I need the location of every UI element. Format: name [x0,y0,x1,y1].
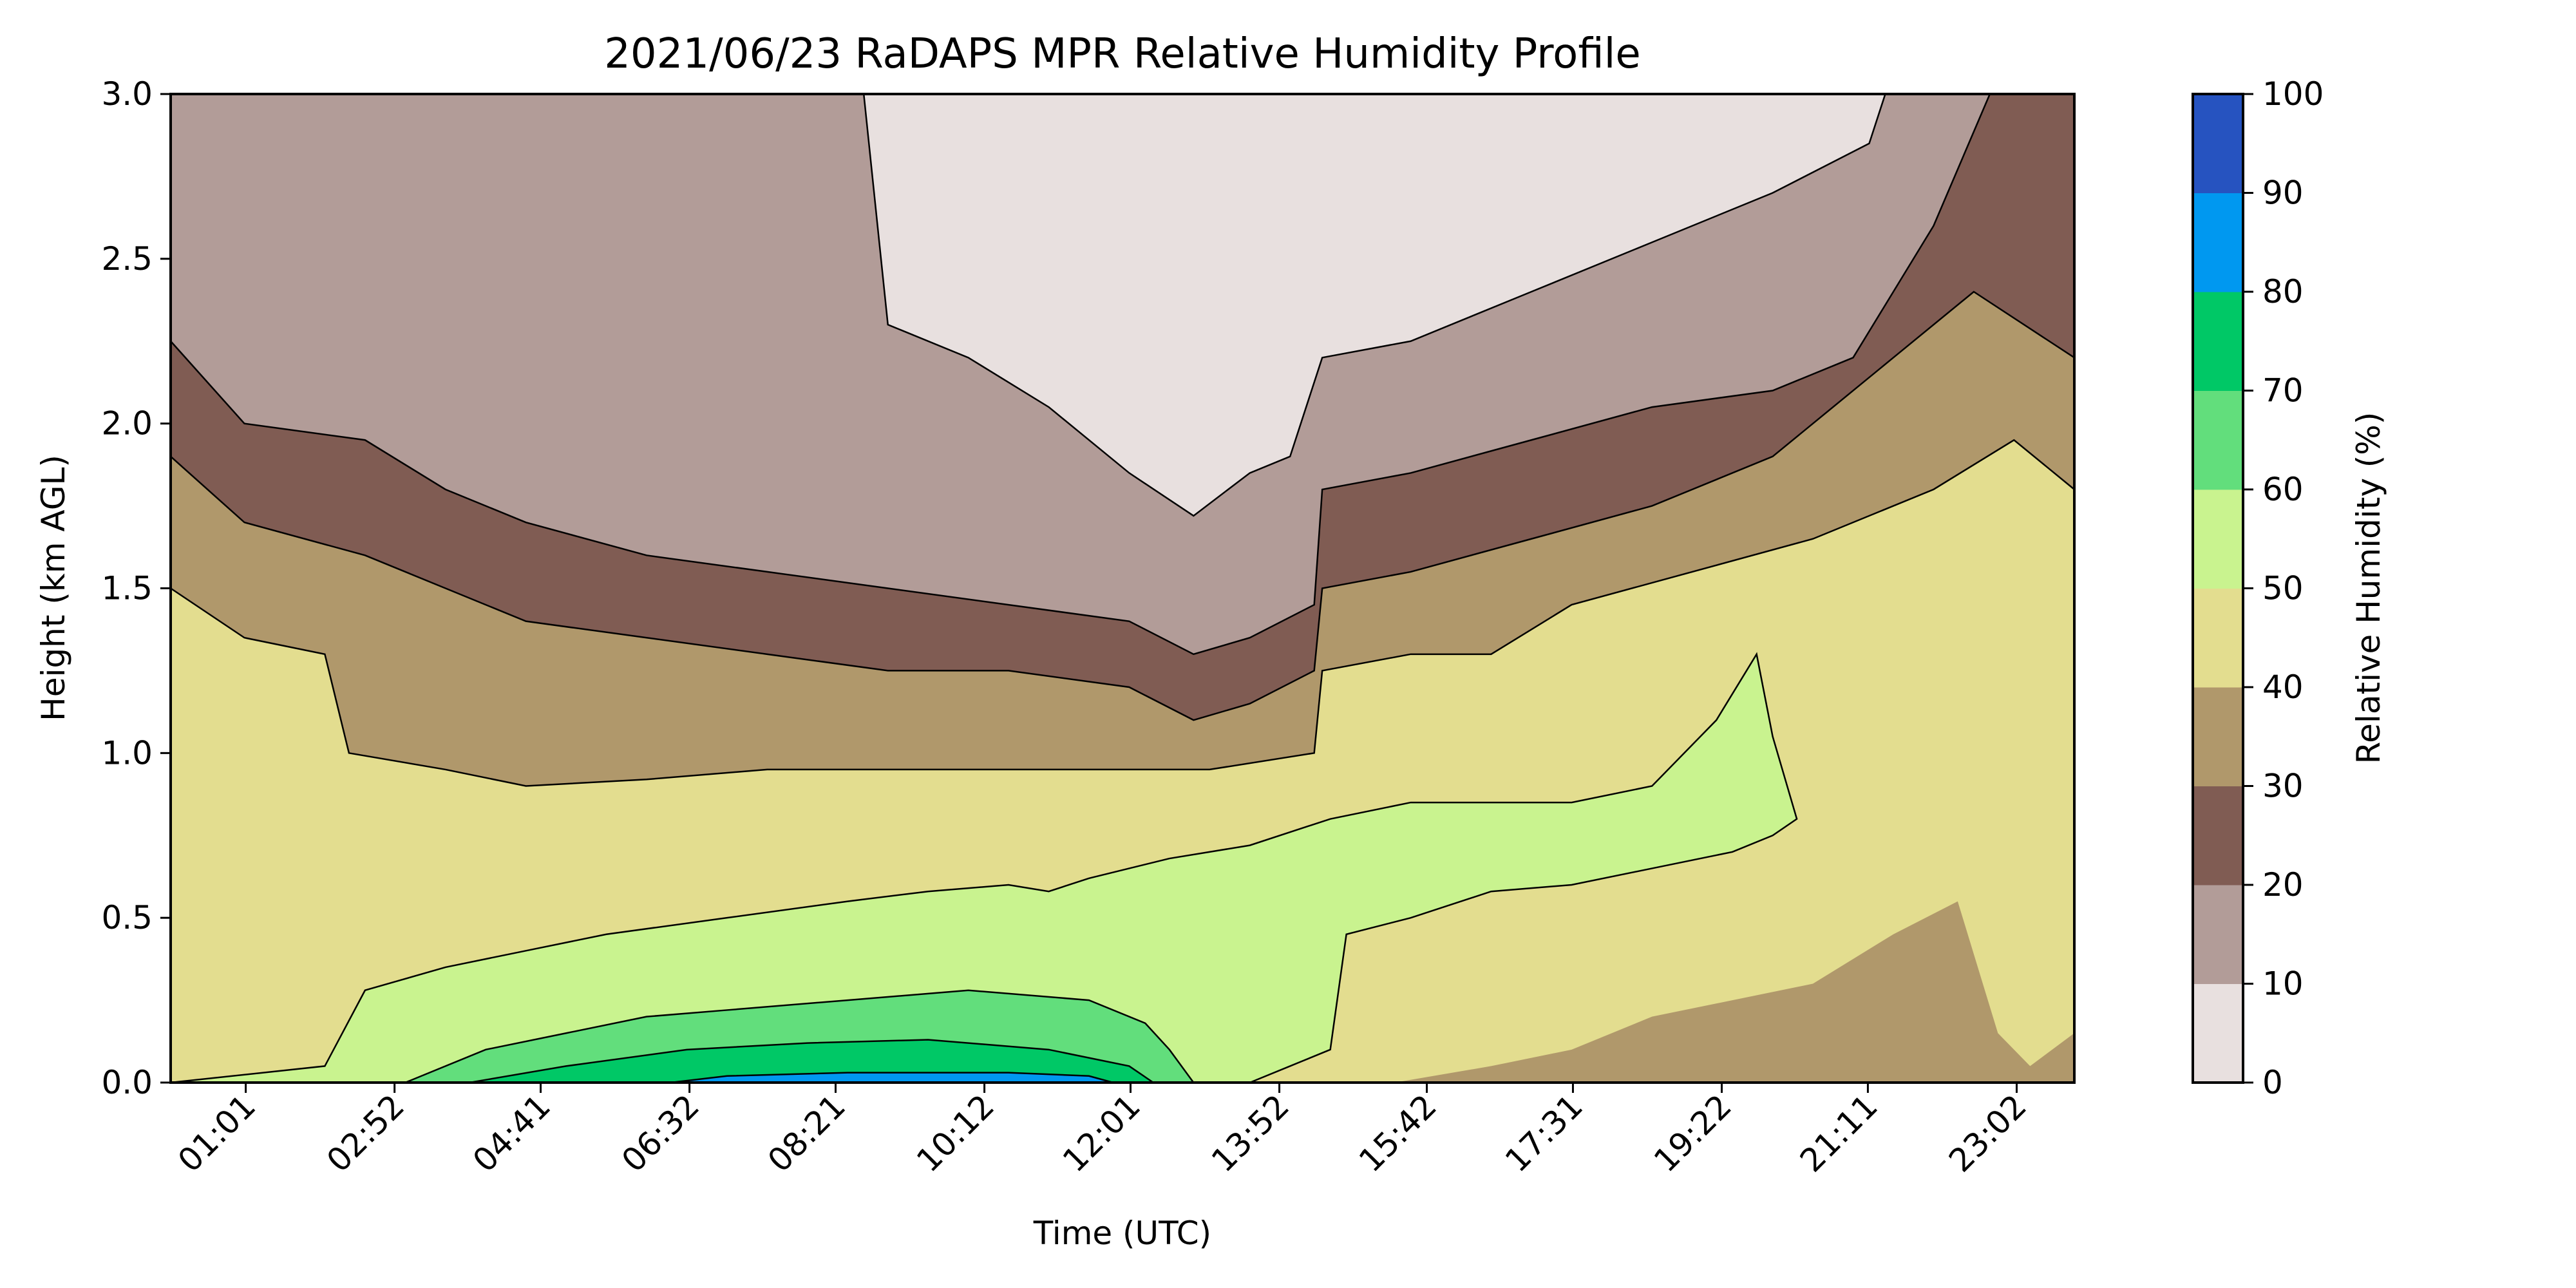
y-tick-label: 2.5 [101,240,153,278]
colorbar-label: Relative Humidity (%) [2350,412,2387,764]
x-tick-label: 19:22 [1647,1087,1739,1179]
x-tick-label: 01:01 [171,1087,263,1179]
colorbar: 0 10 20 30 40 50 60 70 80 90 100 Relative Humidity… [2192,75,2387,1101]
x-tick-label: 08:21 [761,1087,853,1179]
x-tick-label: 06:32 [614,1087,706,1179]
y-tick-label: 2.0 [101,405,153,442]
colorbar-tick-label: 30 [2262,768,2304,805]
colorbar-tick-label: 0 [2262,1064,2283,1101]
x-tick-label: 13:52 [1204,1087,1296,1179]
contour-line-60 [404,989,1195,1084]
x-axis-label: Time (UTC) [1033,1215,1211,1252]
colorbar-band [2193,983,2243,1083]
contour-line-30 [170,290,2075,721]
x-tick-label: 12:01 [1056,1087,1148,1179]
colorbar-tick-label: 40 [2262,668,2304,706]
colorbar-tick-label: 80 [2262,273,2304,310]
colorbar-tick-label: 60 [2262,471,2304,508]
x-tick-label: 02:52 [319,1087,412,1179]
contour-line-70 [469,1039,1154,1084]
band-30-40-surface [1394,901,2074,1083]
colorbar-band [2193,193,2243,292]
colorbar-bands [2193,94,2243,1083]
y-axis: 0.0 0.5 1.0 1.5 2.0 2.5 3.0 [101,75,171,1101]
y-tick-label: 1.0 [101,734,153,772]
contour-line-40 [170,439,2075,787]
x-axis: 01:01 02:52 04:41 06:32 08:21 10:12 12:01 13:52… [171,1083,2034,1179]
colorbar-tick-label: 90 [2262,175,2304,212]
plot-area [169,93,2076,1084]
colorbar-band [2193,489,2243,589]
colorbar-band [2193,292,2243,391]
y-tick-label: 0.5 [101,899,153,936]
colorbar-tick-label: 70 [2262,372,2304,410]
colorbar-band [2193,390,2243,490]
colorbar-tick-label: 10 [2262,965,2304,1003]
y-axis-label: Height (km AGL) [35,455,72,721]
x-tick-label: 04:41 [466,1087,558,1179]
colorbar-tick-label: 50 [2262,570,2304,607]
y-tick-label: 0.0 [101,1064,153,1101]
x-tick-label: 23:02 [1942,1087,2034,1179]
colorbar-band [2193,588,2243,688]
x-tick-label: 21:11 [1793,1087,1885,1179]
y-tick-label: 1.5 [101,570,153,607]
x-tick-label: 10:12 [909,1087,1001,1179]
contour-line-50 [170,652,1798,1084]
chart-title: 2021/06/23 RaDAPS MPR Relative Humidity … [604,30,1641,78]
colorbar-tick-label: 100 [2262,75,2324,113]
colorbar-band [2193,786,2243,886]
x-tick-label: 15:42 [1352,1087,1444,1179]
band-0-10 [864,94,1886,516]
contour-fills [171,94,2074,1083]
contour-lines [170,93,2075,1084]
colorbar-band [2193,885,2243,984]
contour-line-10 [862,93,1886,517]
band-50-60 [171,654,1797,1083]
contour-line-80 [670,1072,1113,1084]
colorbar-band [2193,94,2243,193]
colorbar-ticks: 0 10 20 30 40 50 60 70 80 90 100 [2243,75,2324,1101]
y-tick-label: 3.0 [101,75,153,113]
colorbar-band [2193,687,2243,786]
contour-line-20 [170,93,1991,656]
band-70-80 [469,1039,1153,1083]
colorbar-tick-label: 20 [2262,866,2304,904]
x-tick-label: 17:31 [1498,1087,1590,1179]
